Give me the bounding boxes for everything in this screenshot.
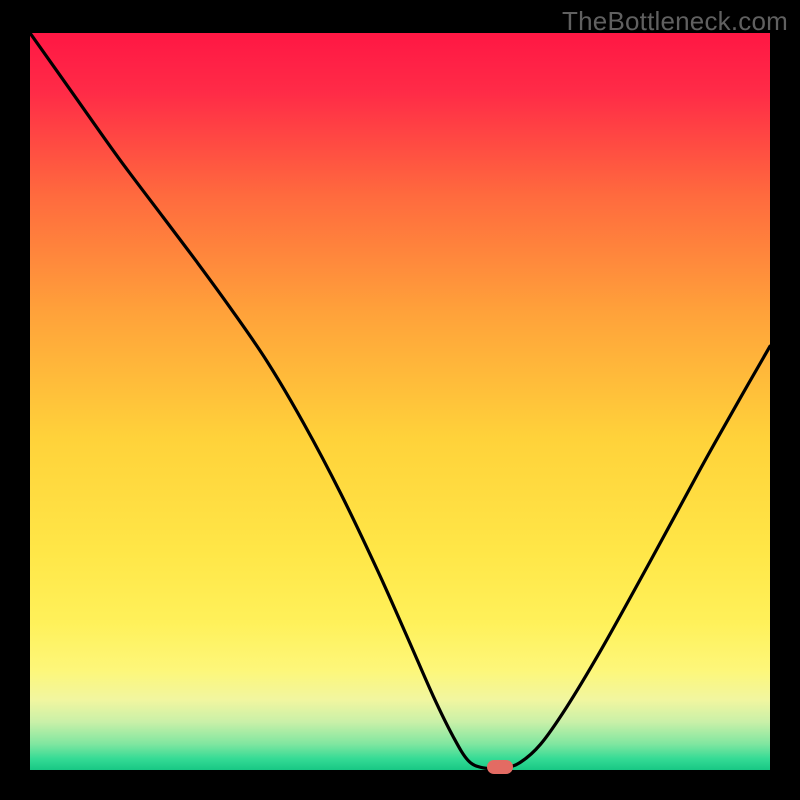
bottleneck-chart-svg bbox=[30, 33, 770, 770]
optimum-indicator-pill bbox=[487, 760, 513, 774]
chart-frame: TheBottleneck.com bbox=[0, 0, 800, 800]
plot-area bbox=[30, 33, 770, 770]
gradient-background bbox=[30, 33, 770, 770]
